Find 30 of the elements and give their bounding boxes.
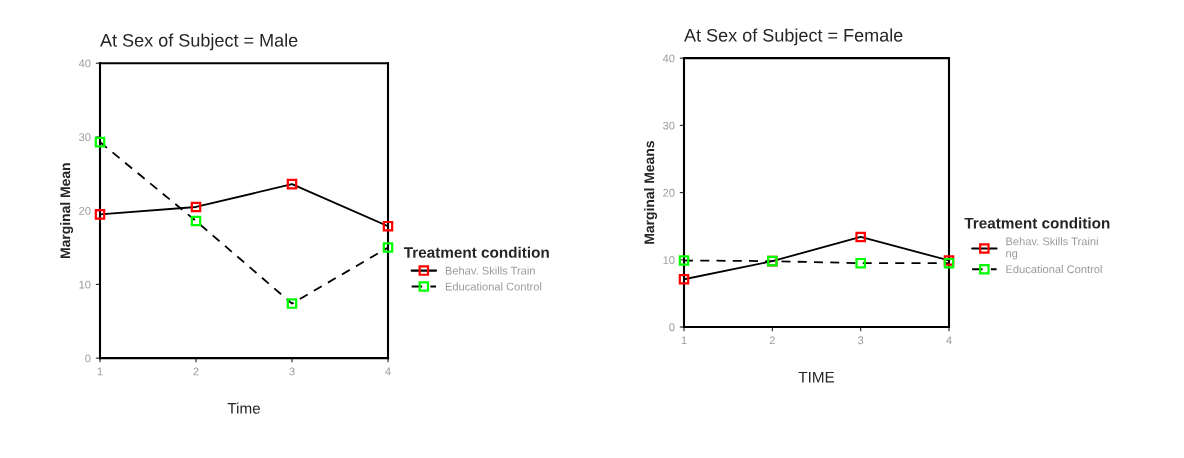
y-tick-label: 10: [663, 256, 675, 264]
legend-title: Treatment condition: [403, 246, 549, 258]
legend-label: Behav. Skills Traini ng: [1006, 237, 1098, 260]
chart-title: At Sex of Subject = Female: [684, 28, 903, 46]
y-axis-title: Marginal Means: [644, 141, 658, 244]
y-tick-label: 0: [669, 323, 675, 332]
x-tick-label: 2: [769, 336, 775, 345]
x-tick-label: 4: [946, 336, 952, 345]
y-tick-label: 20: [79, 206, 91, 215]
legend-label: Educational Control: [1006, 265, 1102, 274]
y-tick-label: 0: [85, 354, 91, 363]
y-tick-label: 30: [663, 121, 675, 130]
y-axis-title: Marginal Mean: [60, 163, 74, 258]
y-tick-label: 40: [662, 54, 675, 63]
legend-label: Educational Control: [445, 282, 542, 291]
y-tick-label: 30: [79, 133, 91, 142]
legend-label: Behav. Skills Train: [445, 266, 535, 275]
y-tick-label: 10: [79, 280, 91, 289]
x-tick-label: 3: [289, 367, 295, 376]
x-axis-title: TIME: [798, 371, 835, 383]
y-tick-label: 20: [663, 188, 675, 197]
x-tick-label: 4: [385, 367, 391, 376]
x-tick-label: 3: [858, 336, 864, 345]
chart-title: At Sex of Subject = Male: [100, 33, 298, 51]
legend-title: Treatment condition: [964, 217, 1110, 229]
x-tick-label: 2: [193, 367, 199, 376]
x-tick-label: 1: [681, 336, 687, 345]
x-tick-label: 1: [97, 367, 103, 376]
x-axis-title: Time: [227, 402, 261, 414]
y-tick-label: 40: [78, 59, 91, 68]
